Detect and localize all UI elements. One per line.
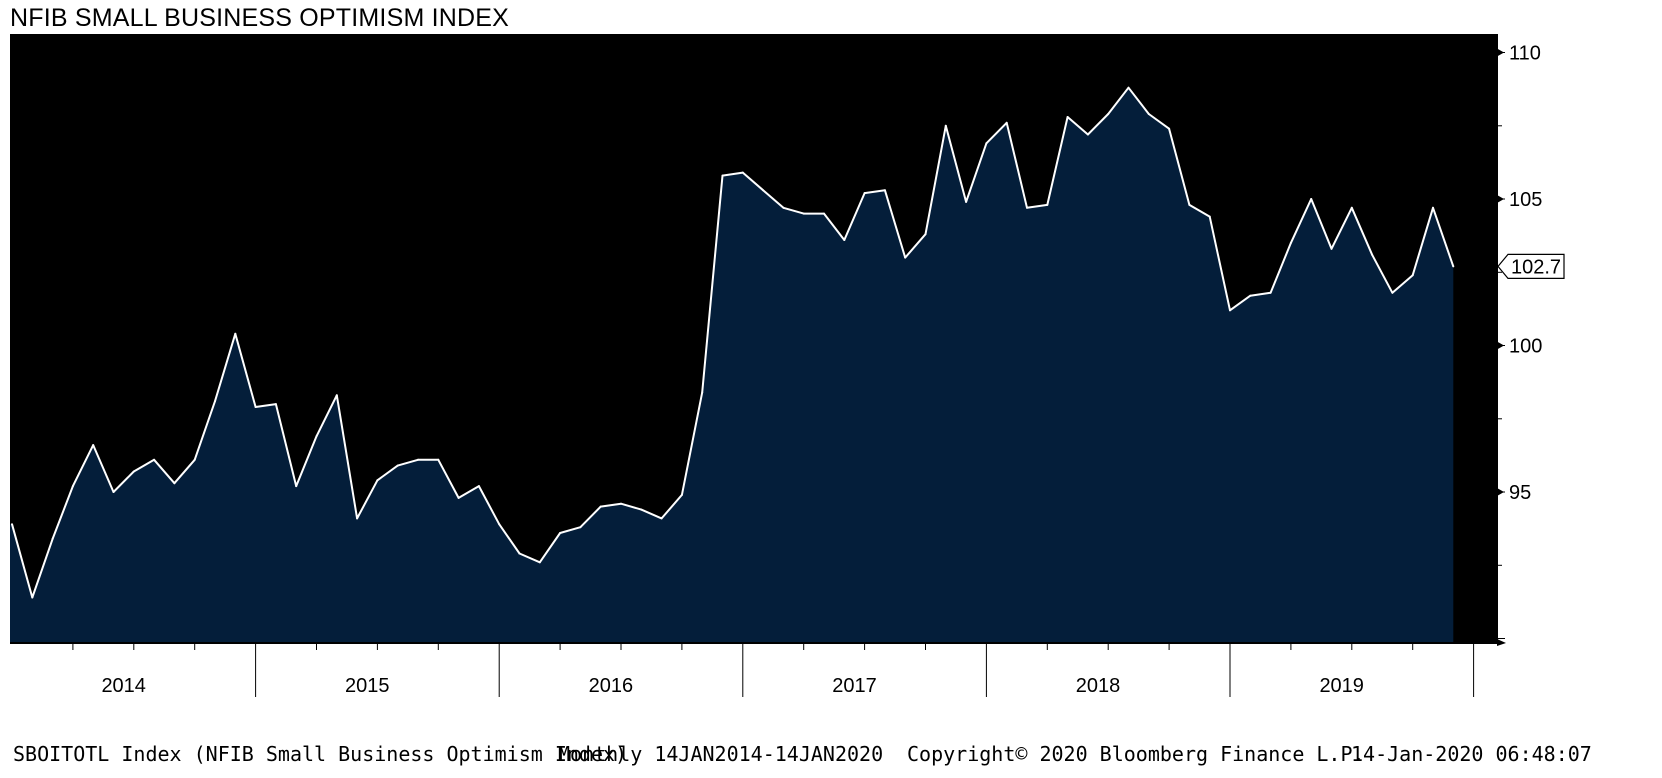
data-point (1391, 291, 1394, 294)
x-tick-label: 2019 (1319, 675, 1364, 697)
data-point (904, 256, 907, 259)
y-axis-arrow (1497, 639, 1506, 646)
data-point (965, 200, 968, 203)
y-tick-label: 95 (1509, 482, 1531, 504)
data-point (11, 523, 13, 526)
data-point (538, 561, 541, 564)
data-point (1269, 291, 1272, 294)
data-point (417, 458, 419, 461)
data-point (112, 491, 115, 493)
footer-timestamp: 14-Jan-2020 06:48:07 (1351, 742, 1592, 766)
y-tick-marker (1497, 341, 1504, 350)
data-point (457, 496, 460, 499)
y-tick-label: 105 (1509, 189, 1542, 211)
data-point (214, 400, 216, 403)
data-point (315, 435, 318, 438)
data-point (1371, 253, 1374, 256)
last-value-label: 102.7 (1511, 256, 1561, 278)
series-line (11, 86, 1455, 599)
x-tick-label: 2018 (1076, 675, 1121, 697)
y-tick-marker (1497, 195, 1504, 203)
data-point (944, 124, 947, 127)
data-point (254, 406, 257, 408)
data-point (71, 485, 74, 488)
x-tick-label: 2014 (101, 675, 146, 697)
data-point (1330, 247, 1333, 250)
data-point (498, 523, 501, 526)
data-point (559, 532, 562, 534)
data-point (762, 189, 765, 192)
data-point (1168, 127, 1171, 130)
data-point (802, 212, 805, 215)
data-point (295, 485, 298, 488)
data-point (477, 485, 480, 488)
data-point (437, 458, 440, 461)
series-area (10, 87, 1454, 642)
data-point (518, 552, 521, 555)
data-point (1432, 206, 1434, 209)
footer-ticker: SBOITOTL Index (NFIB Small Business Opti… (13, 742, 628, 766)
data-point (823, 212, 825, 215)
data-point (1026, 206, 1028, 209)
data-point (620, 502, 622, 505)
data-point (1350, 206, 1353, 209)
data-point (863, 192, 866, 195)
data-point (92, 444, 95, 447)
data-point (1107, 113, 1110, 115)
data-point (1127, 86, 1130, 89)
data-point (1188, 203, 1191, 206)
chart-title: NFIB SMALL BUSINESS OPTIMISM INDEX (10, 4, 510, 32)
data-point (234, 332, 237, 335)
y-tick-label: 110 (1509, 43, 1541, 65)
data-point (396, 464, 399, 467)
data-point (741, 171, 744, 174)
y-tick-marker (1497, 48, 1504, 57)
data-point (1229, 309, 1231, 312)
data-point (1249, 294, 1252, 297)
y-tick-label: 100 (1509, 336, 1542, 358)
data-point (883, 189, 886, 192)
data-point (51, 537, 54, 540)
data-point (1086, 133, 1089, 136)
x-tick-label: 2017 (832, 675, 877, 697)
data-point (193, 458, 196, 461)
footer-copyright: Copyright© 2020 Bloomberg Finance L.P. (907, 742, 1365, 766)
data-point (1411, 274, 1414, 277)
data-point (1289, 241, 1292, 244)
data-point (579, 526, 582, 529)
footer-range: Monthly 14JAN2014-14JAN2020 (558, 742, 884, 766)
data-point (153, 458, 156, 461)
data-point (782, 206, 785, 209)
data-point (31, 596, 34, 599)
data-point (1046, 203, 1049, 206)
data-point (274, 403, 277, 406)
y-tick-marker (1497, 488, 1504, 496)
data-point (985, 142, 988, 145)
x-tick-label: 2015 (345, 675, 390, 697)
data-point (132, 470, 135, 473)
data-point (1147, 113, 1150, 115)
data-point (1005, 121, 1008, 124)
last-value-callout (1497, 253, 1565, 279)
data-point (599, 505, 602, 508)
data-point (335, 394, 338, 397)
data-point (721, 174, 724, 177)
data-point (701, 391, 704, 394)
data-point (1310, 198, 1313, 200)
data-point (173, 482, 176, 485)
data-point (680, 493, 683, 496)
data-point (1066, 116, 1069, 118)
data-point (640, 508, 643, 511)
data-point (1452, 265, 1455, 268)
data-point (660, 517, 663, 520)
data-point (843, 239, 846, 241)
x-tick-label: 2016 (589, 675, 634, 697)
data-point (1208, 215, 1211, 218)
data-point (356, 517, 359, 520)
data-point (376, 479, 379, 482)
data-point (924, 233, 927, 236)
